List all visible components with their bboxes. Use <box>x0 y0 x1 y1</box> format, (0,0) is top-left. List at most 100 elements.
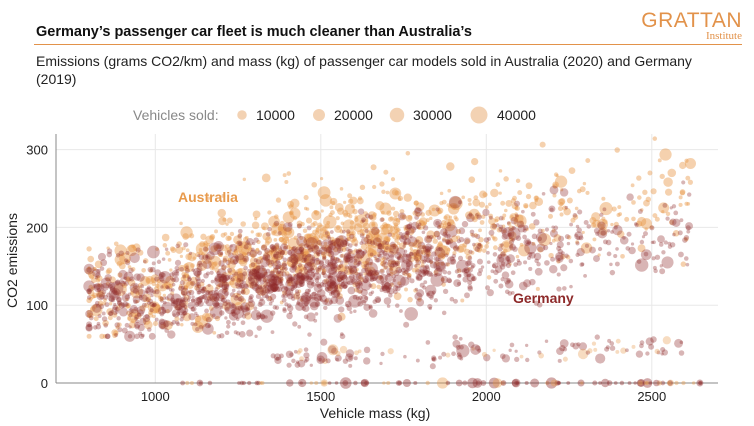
data-point <box>144 287 151 294</box>
data-point <box>258 298 266 306</box>
data-point <box>525 227 529 232</box>
data-point <box>388 259 393 265</box>
data-point <box>379 257 385 263</box>
data-point <box>486 260 491 265</box>
data-point <box>236 240 243 246</box>
data-point <box>435 207 440 212</box>
data-point <box>370 241 378 248</box>
data-point <box>508 239 515 245</box>
data-point <box>403 227 409 232</box>
data-point <box>504 208 508 213</box>
data-point <box>462 276 469 283</box>
data-point <box>162 243 168 248</box>
data-point <box>249 281 258 290</box>
data-point <box>453 245 460 252</box>
data-point <box>411 221 420 230</box>
data-point <box>413 288 418 293</box>
data-point <box>223 274 230 282</box>
data-point <box>183 305 188 310</box>
data-point <box>458 336 463 341</box>
data-point <box>349 236 356 243</box>
data-point <box>114 306 120 312</box>
data-point <box>391 260 396 266</box>
data-point <box>376 232 389 245</box>
data-point <box>169 268 173 272</box>
data-point <box>395 303 400 308</box>
data-point <box>329 205 334 210</box>
data-point <box>209 270 214 275</box>
data-point <box>202 246 209 252</box>
data-point <box>358 271 363 277</box>
data-point <box>671 204 677 209</box>
data-point <box>252 241 256 246</box>
data-point <box>221 274 227 280</box>
data-point <box>556 241 564 249</box>
data-point <box>353 356 358 361</box>
data-point <box>148 310 153 316</box>
data-point <box>637 195 642 200</box>
data-point <box>407 296 413 303</box>
data-point <box>615 338 621 344</box>
data-point <box>150 294 154 298</box>
data-point <box>354 215 358 219</box>
data-point <box>356 262 360 266</box>
data-point <box>407 215 413 220</box>
data-point <box>429 295 434 300</box>
data-point <box>610 230 614 234</box>
data-point <box>354 214 369 228</box>
data-point <box>359 184 366 191</box>
data-point <box>280 266 287 273</box>
data-point <box>274 242 280 248</box>
data-point <box>311 244 320 254</box>
data-point <box>456 235 461 240</box>
data-point <box>368 291 373 297</box>
data-point <box>422 225 429 231</box>
data-point <box>572 214 579 220</box>
data-point <box>505 199 513 207</box>
data-point <box>559 212 564 217</box>
data-point <box>276 249 282 256</box>
data-point <box>380 281 384 286</box>
data-point <box>649 225 654 230</box>
data-point <box>392 218 401 226</box>
data-point <box>254 217 258 221</box>
data-point <box>637 216 647 227</box>
data-point <box>363 263 368 268</box>
data-point <box>137 289 146 297</box>
data-point <box>678 350 685 356</box>
data-point <box>117 301 123 307</box>
data-point <box>657 235 665 243</box>
data-point <box>286 277 293 284</box>
data-point <box>265 231 271 237</box>
data-point <box>321 271 326 276</box>
data-point <box>366 240 373 247</box>
data-point <box>544 227 550 232</box>
data-point <box>233 254 238 259</box>
data-point <box>576 188 582 194</box>
data-point <box>597 228 608 239</box>
data-point <box>159 311 165 317</box>
data-point <box>128 325 132 329</box>
data-point <box>614 147 620 153</box>
data-point <box>105 269 111 275</box>
data-point <box>300 272 310 282</box>
data-point <box>262 226 266 230</box>
data-point <box>422 285 427 290</box>
data-point <box>116 316 121 321</box>
data-point <box>311 210 322 221</box>
data-point <box>368 247 374 254</box>
data-point <box>145 277 152 284</box>
data-point <box>201 294 208 300</box>
data-point <box>386 210 392 216</box>
data-point <box>160 285 164 289</box>
data-point <box>91 303 102 313</box>
data-point <box>328 243 336 251</box>
data-point <box>661 250 666 255</box>
data-point <box>575 240 579 245</box>
data-point <box>108 287 121 300</box>
data-point <box>198 254 205 260</box>
data-point <box>116 297 122 303</box>
data-point <box>405 231 411 236</box>
data-point <box>280 255 284 259</box>
data-point <box>242 287 246 291</box>
